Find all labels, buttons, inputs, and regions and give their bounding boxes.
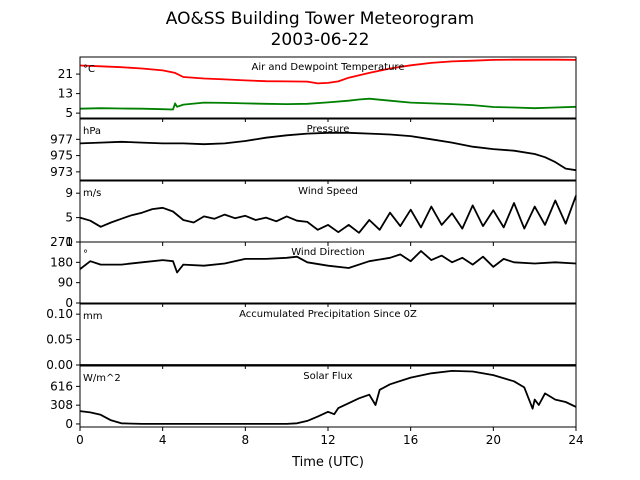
y-tick-label: 0 — [65, 417, 73, 431]
y-tick-label: 90 — [58, 276, 73, 290]
x-tick-label: 8 — [242, 433, 250, 447]
panel-unit-label: ° — [83, 249, 88, 260]
panel-title: Accumulated Precipitation Since 0Z — [239, 309, 417, 320]
y-tick-label: 0 — [65, 296, 73, 310]
y-tick-label: 975 — [50, 149, 73, 163]
panel-6: 0 308 616 0 4 8 12 16 20 24 Solar Flux W/m^2 — [50, 365, 584, 447]
panel-5: 0.00 0.05 0.10 Accumulated Precipitation Si… — [46, 303, 577, 372]
y-tick-label: 0.10 — [46, 307, 73, 321]
y-tick-label: 9 — [65, 186, 73, 200]
panel-3: 1 5 9 Wind Speed m/s — [65, 180, 577, 249]
panel-unit-label: mm — [83, 311, 102, 322]
y-tick-label: 180 — [50, 255, 73, 269]
series-line-2-1 — [79, 131, 577, 172]
y-tick-label: 0.00 — [46, 358, 73, 372]
y-tick-label: 0.05 — [46, 333, 73, 347]
y-tick-label: 977 — [50, 132, 73, 146]
panel-4: 0 90 180 270 Wind Direction ° — [50, 235, 577, 310]
y-tick-label: 270 — [50, 235, 73, 249]
panel-2: 973 975 977 Pressure hPa — [50, 118, 577, 184]
y-tick-label: 973 — [50, 165, 73, 179]
panel-title: Air and Dewpoint Temperature — [252, 62, 405, 73]
y-tick-label: 21 — [58, 67, 73, 81]
x-tick-label: 24 — [568, 433, 583, 447]
x-tick-label: 4 — [159, 433, 167, 447]
panel-unit-label: hPa — [83, 126, 101, 137]
series-line-1-1 — [79, 58, 577, 85]
x-tick-label: 12 — [320, 433, 335, 447]
y-tick-label: 5 — [65, 211, 73, 225]
panel-unit-label: °C — [83, 64, 95, 75]
panel-unit-label: W/m^2 — [83, 373, 121, 384]
x-tick-label: 0 — [76, 433, 84, 447]
y-tick-label: 308 — [50, 398, 73, 412]
y-tick-label: 1 — [65, 235, 73, 249]
figure-title-line2: 2003-06-22 — [271, 30, 370, 50]
series-line-1-2 — [79, 97, 577, 111]
y-tick-label: 5 — [65, 106, 73, 120]
x-axis-label: Time (UTC) — [291, 455, 364, 470]
y-tick-label: 13 — [58, 87, 73, 101]
figure-title-line1: AO&SS Building Tower Meteorogram — [166, 9, 474, 29]
x-tick-label: 16 — [403, 433, 418, 447]
series-line-6-1 — [79, 370, 577, 425]
panel-title: Wind Direction — [291, 247, 365, 258]
series-line-3-1 — [79, 195, 577, 234]
panel-1: 5 13 21 Air and Dewpoint Temperature °C — [58, 56, 577, 122]
panel-title: Solar Flux — [303, 371, 353, 382]
panel-title: Pressure — [307, 124, 350, 135]
panel-title: Wind Speed — [298, 186, 358, 197]
x-tick-label: 20 — [486, 433, 501, 447]
panel-unit-label: m/s — [83, 188, 101, 199]
series-line-4-1 — [79, 250, 577, 274]
y-tick-label: 616 — [50, 379, 73, 393]
